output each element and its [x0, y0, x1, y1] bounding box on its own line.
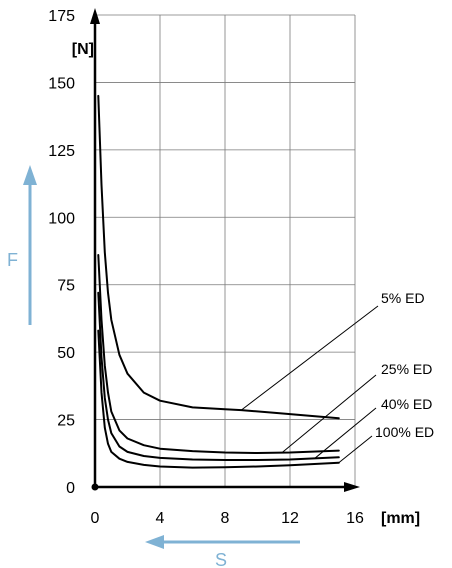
series-line-3	[97, 291, 340, 461]
series-lines	[97, 94, 340, 469]
series-leader-4	[338, 435, 373, 464]
x-tick-label: 8	[221, 510, 230, 527]
series-leader-1	[240, 305, 379, 411]
series-leader-3	[314, 407, 377, 460]
x-tick-label: 16	[346, 510, 364, 527]
y-tick-label: 0	[66, 480, 75, 497]
x-tick-label: 4	[156, 510, 165, 527]
x-tick-label: 12	[281, 510, 299, 527]
y-tick-label: 125	[48, 143, 75, 160]
y-tick-label: 175	[48, 8, 75, 25]
series-label-4: 100% ED	[375, 424, 434, 440]
y-variable-label: F	[7, 250, 18, 270]
x-unit-label: [mm]	[381, 510, 420, 527]
x-variable-label: S	[215, 550, 227, 568]
y-direction-arrow	[23, 165, 37, 325]
y-tick-label: 75	[57, 278, 75, 295]
series-label-2: 25% ED	[381, 361, 432, 377]
y-tick-label: 50	[57, 345, 75, 362]
x-direction-arrow	[145, 535, 300, 549]
x-tick-label: 0	[91, 510, 100, 527]
axes	[90, 8, 360, 492]
series-labels: 5% ED 25% ED 40% ED 100% ED	[240, 290, 434, 464]
series-label-3: 40% ED	[381, 396, 432, 412]
series-leader-2	[281, 374, 377, 454]
origin-dot	[91, 483, 99, 491]
x-axis-arrowhead	[344, 482, 360, 492]
series-label-1: 5% ED	[381, 290, 425, 306]
tick-labels: 0 25 50 75 100 125 150 175 0 4 8 12 16	[48, 8, 364, 527]
y-tick-label: 100	[48, 210, 75, 227]
y-unit-label: [N]	[72, 41, 94, 58]
y-tick-label: 150	[48, 75, 75, 92]
series-line-1	[97, 94, 340, 420]
series-line-2	[97, 254, 340, 454]
y-tick-label: 25	[57, 413, 75, 430]
series-line-4	[97, 329, 340, 469]
y-axis-arrowhead	[90, 8, 100, 24]
